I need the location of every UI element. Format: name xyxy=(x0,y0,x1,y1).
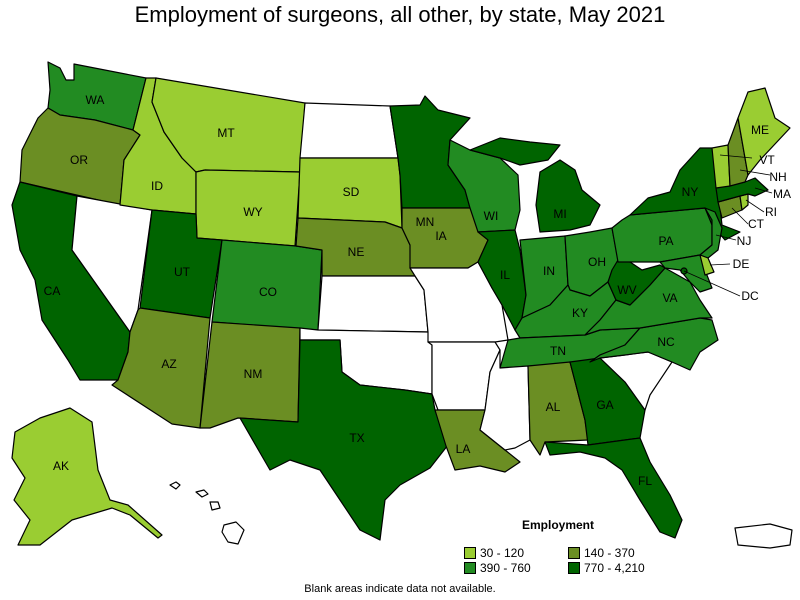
leader-de xyxy=(709,263,731,266)
state-ri[interactable] xyxy=(739,193,749,211)
footnote: Blank areas indicate data not available. xyxy=(304,583,496,595)
legend-item-1: 30 - 120 xyxy=(464,546,524,560)
state-label-mt: MT xyxy=(217,126,235,140)
state-me[interactable] xyxy=(737,87,791,176)
state-label-ny: NY xyxy=(682,185,699,199)
state-label-mn: MN xyxy=(416,215,435,229)
state-pr[interactable] xyxy=(734,523,793,549)
state-label-ri: RI xyxy=(765,205,777,219)
state-label-va: VA xyxy=(662,291,677,305)
state-hi[interactable] xyxy=(169,481,245,545)
state-label-ga: GA xyxy=(596,398,613,412)
state-label-ca: CA xyxy=(44,284,61,298)
state-label-vt: VT xyxy=(759,153,775,167)
state-ma[interactable] xyxy=(715,177,769,203)
leader-vt xyxy=(719,154,753,159)
state-label-ia: IA xyxy=(435,229,446,243)
state-label-nc: NC xyxy=(657,335,675,349)
state-mi[interactable] xyxy=(469,137,601,233)
state-ak[interactable] xyxy=(11,407,163,546)
state-label-wv: WV xyxy=(617,283,636,297)
legend-swatch-4 xyxy=(568,562,580,574)
state-label-id: ID xyxy=(151,179,163,193)
state-label-co: CO xyxy=(259,285,277,299)
state-co[interactable] xyxy=(211,239,323,331)
state-label-nj: NJ xyxy=(737,234,752,248)
state-label-wy: WY xyxy=(243,205,262,219)
state-ms[interactable] xyxy=(479,349,531,451)
legend-label-3: 390 - 760 xyxy=(480,561,531,575)
state-label-al: AL xyxy=(546,400,561,414)
state-label-az: AZ xyxy=(161,357,176,371)
state-fl[interactable] xyxy=(544,437,683,539)
state-label-mi: MI xyxy=(553,207,566,221)
state-label-ky: KY xyxy=(572,306,588,320)
state-label-la: LA xyxy=(456,442,471,456)
state-label-me: ME xyxy=(751,123,769,137)
legend-label-2: 140 - 370 xyxy=(584,546,635,560)
leader-ct xyxy=(731,207,749,225)
state-label-tn: TN xyxy=(550,344,566,358)
leader-ma xyxy=(754,187,773,194)
leader-ri xyxy=(745,199,765,213)
state-label-in: IN xyxy=(543,264,555,278)
leader-nj xyxy=(715,234,737,241)
state-tx[interactable] xyxy=(239,339,449,541)
leader-nh xyxy=(739,169,771,176)
legend-label-4: 770 - 4,210 xyxy=(584,561,645,575)
state-label-or: OR xyxy=(70,153,88,167)
state-label-dc: DC xyxy=(741,289,759,303)
state-label-wi: WI xyxy=(484,209,499,223)
state-label-fl: FL xyxy=(638,474,652,488)
state-label-oh: OH xyxy=(588,255,606,269)
state-label-pa: PA xyxy=(658,234,673,248)
leader-dc xyxy=(683,270,741,297)
state-label-ma: MA xyxy=(773,187,791,201)
state-label-sd: SD xyxy=(343,185,360,199)
state-de[interactable] xyxy=(699,254,715,276)
state-label-ne: NE xyxy=(348,245,365,259)
legend-swatch-2 xyxy=(568,547,580,559)
state-label-wa: WA xyxy=(86,93,105,107)
state-label-nm: NM xyxy=(244,367,263,381)
legend-title: Employment xyxy=(522,518,595,532)
legend-item-4: 770 - 4,210 xyxy=(568,561,645,575)
state-label-ut: UT xyxy=(174,265,191,279)
state-nh[interactable] xyxy=(727,117,749,187)
legend-swatch-3 xyxy=(464,562,476,574)
state-mo[interactable] xyxy=(409,261,509,343)
legend-item-2: 140 - 370 xyxy=(568,546,635,560)
state-label-il: IL xyxy=(500,268,510,282)
state-label-ak: AK xyxy=(53,459,69,473)
legend: Employment 30 - 120 140 - 370 390 - 760 … xyxy=(464,518,694,578)
legend-item-3: 390 - 760 xyxy=(464,561,531,575)
state-az[interactable] xyxy=(111,307,211,429)
state-nd[interactable] xyxy=(299,102,399,159)
state-label-ct: CT xyxy=(748,217,765,231)
state-label-de: DE xyxy=(733,257,750,271)
state-ks[interactable] xyxy=(317,275,429,333)
legend-swatch-1 xyxy=(464,547,476,559)
state-label-nh: NH xyxy=(769,170,786,184)
state-label-tx: TX xyxy=(349,431,364,445)
map-title: Employment of surgeons, all other, by st… xyxy=(134,2,666,27)
legend-label-1: 30 - 120 xyxy=(480,546,525,560)
